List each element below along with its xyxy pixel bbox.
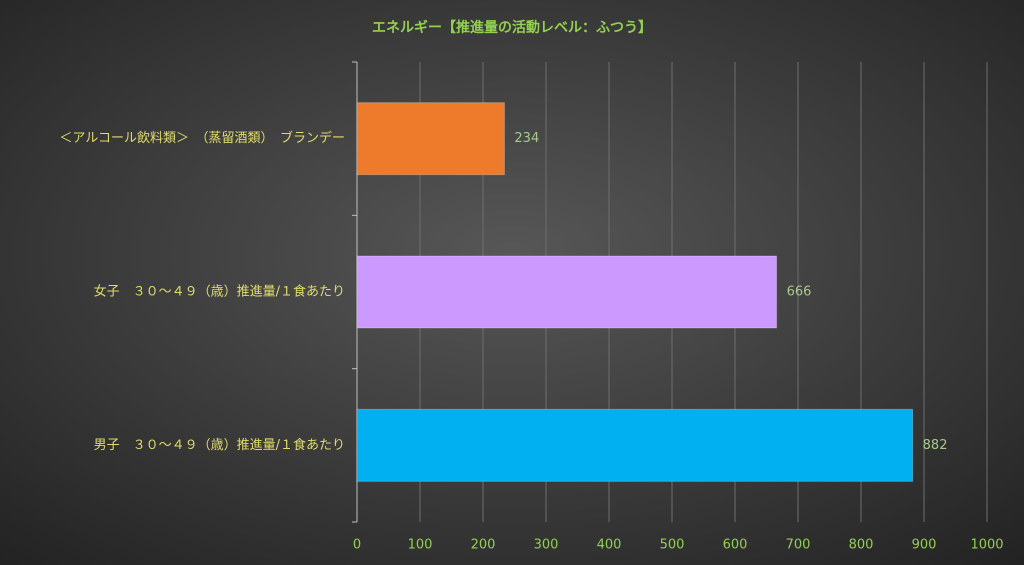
x-tick-label: 300 xyxy=(534,538,559,553)
value-label: 666 xyxy=(787,285,812,300)
x-tick-label: 900 xyxy=(912,538,937,553)
bar xyxy=(356,408,914,482)
y-tick-label: ＜アルコール飲料類＞ （蒸留酒類） ブランデー xyxy=(59,130,345,146)
x-tick-label: 400 xyxy=(597,538,622,553)
x-tick-label: 1000 xyxy=(970,538,1003,553)
bar xyxy=(356,255,778,329)
y-tick-label: 女子 ３０～４９（歳）推進量/１食あたり xyxy=(94,284,345,300)
x-tick-label: 800 xyxy=(849,538,874,553)
chart-title: エネルギー【推進量の活動レベル：ふつう】 xyxy=(372,19,652,36)
value-label: 234 xyxy=(514,131,539,146)
value-label: 882 xyxy=(923,438,948,453)
x-tick-label: 600 xyxy=(723,538,748,553)
x-tick-label: 0 xyxy=(353,538,361,553)
x-tick-label: 500 xyxy=(660,538,685,553)
bar xyxy=(356,102,505,176)
y-tick-label: 男子 ３０～４９（歳）推進量/１食あたり xyxy=(94,437,345,453)
x-tick-label: 700 xyxy=(786,538,811,553)
x-tick-label: 100 xyxy=(408,538,433,553)
x-tick-label: 200 xyxy=(471,538,496,553)
